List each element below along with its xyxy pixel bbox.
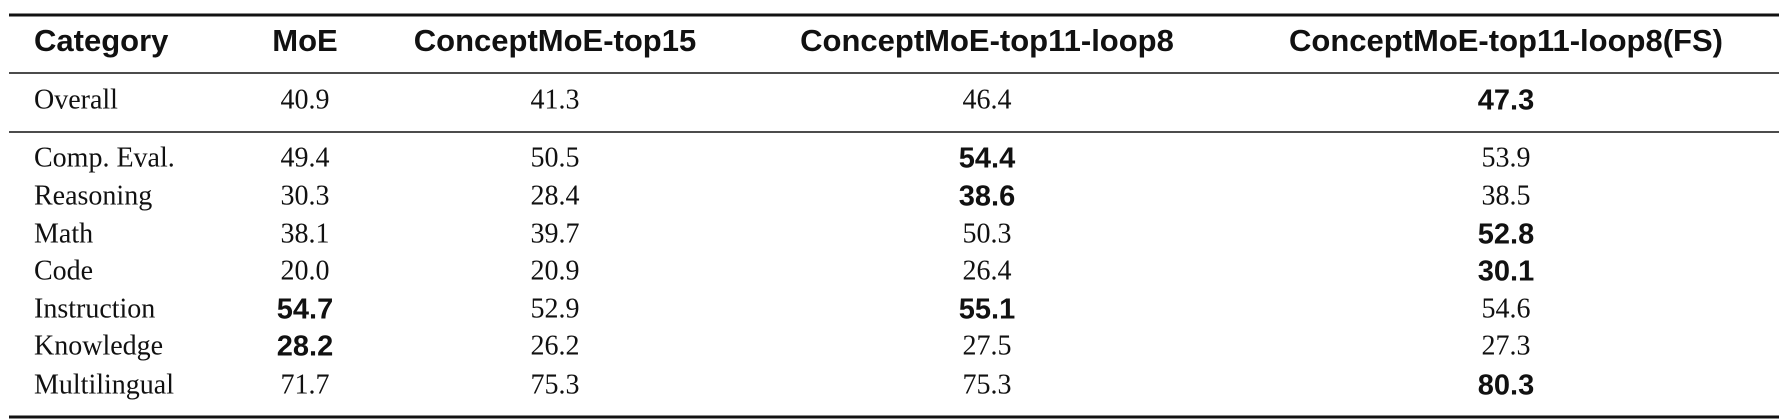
value-cell: 71.7 — [281, 369, 330, 400]
category-cell: Overall — [34, 84, 118, 115]
category-cell: Multilingual — [34, 369, 174, 400]
value-cell: 80.3 — [1478, 370, 1534, 402]
value-cell: 49.4 — [281, 142, 330, 173]
value-cell: 53.9 — [1482, 142, 1531, 173]
category-cell: Instruction — [34, 293, 155, 324]
header-cell: ConceptMoE-top15 — [414, 23, 696, 58]
value-cell: 54.7 — [277, 294, 333, 326]
value-cell: 27.3 — [1482, 330, 1531, 361]
category-cell: Reasoning — [34, 180, 152, 211]
header-cell: MoE — [272, 23, 337, 58]
value-cell: 38.5 — [1482, 180, 1531, 211]
value-cell: 52.9 — [531, 293, 580, 324]
value-cell: 38.6 — [959, 181, 1015, 213]
value-cell: 50.5 — [531, 142, 580, 173]
value-cell: 54.6 — [1482, 293, 1531, 324]
value-cell: 75.3 — [531, 369, 580, 400]
category-cell: Code — [34, 255, 93, 286]
value-cell: 30.1 — [1478, 256, 1534, 288]
value-cell: 28.4 — [531, 180, 580, 211]
header-cell: ConceptMoE-top11-loop8 — [800, 23, 1174, 58]
value-cell: 30.3 — [281, 180, 330, 211]
value-cell: 47.3 — [1478, 85, 1534, 117]
value-cell: 26.4 — [963, 255, 1012, 286]
value-cell: 26.2 — [531, 330, 580, 361]
value-cell: 46.4 — [963, 84, 1012, 115]
value-cell: 20.9 — [531, 255, 580, 286]
value-cell: 39.7 — [531, 218, 580, 249]
category-cell: Math — [34, 218, 93, 249]
value-cell: 50.3 — [963, 218, 1012, 249]
value-cell: 54.4 — [959, 143, 1015, 175]
value-cell: 75.3 — [963, 369, 1012, 400]
value-cell: 52.8 — [1478, 219, 1534, 251]
value-cell: 20.0 — [281, 255, 330, 286]
value-cell: 38.1 — [281, 218, 330, 249]
value-cell: 28.2 — [277, 331, 333, 363]
header-cell: Category — [34, 23, 169, 58]
value-cell: 41.3 — [531, 84, 580, 115]
value-cell: 27.5 — [963, 330, 1012, 361]
value-cell: 55.1 — [959, 294, 1015, 326]
value-cell: 40.9 — [281, 84, 330, 115]
category-cell: Comp. Eval. — [34, 142, 175, 173]
header-cell: ConceptMoE-top11-loop8(FS) — [1289, 23, 1723, 58]
category-cell: Knowledge — [34, 330, 163, 361]
